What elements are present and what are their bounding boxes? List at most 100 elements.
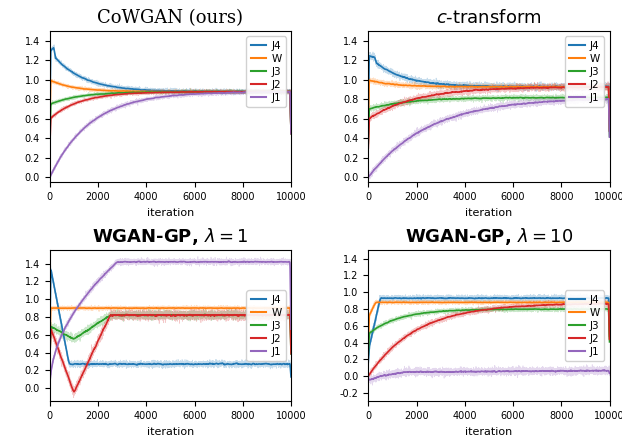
J2 — [374, 111, 382, 116]
J2 — [70, 389, 78, 394]
J2 — [592, 84, 600, 89]
J2 — [47, 116, 55, 121]
W — [60, 83, 68, 88]
J2 — [483, 87, 490, 92]
Line: J1: J1 — [368, 370, 610, 380]
W — [60, 306, 68, 311]
J2 — [56, 351, 63, 356]
J4 — [578, 295, 585, 300]
J4 — [93, 80, 101, 86]
W — [593, 300, 600, 305]
Line: J1: J1 — [50, 261, 291, 383]
J1 — [379, 158, 386, 163]
W — [366, 78, 373, 83]
J3 — [56, 328, 63, 334]
W — [93, 87, 101, 93]
J3 — [364, 140, 372, 146]
Line: W: W — [368, 80, 610, 131]
Line: J2: J2 — [50, 91, 291, 148]
Line: J3: J3 — [50, 91, 291, 141]
J2 — [60, 106, 68, 111]
J1 — [287, 326, 295, 332]
J4 — [46, 331, 53, 336]
J2 — [284, 89, 291, 94]
J4 — [483, 83, 490, 89]
J2 — [364, 373, 372, 378]
Line: W: W — [368, 302, 610, 346]
W — [56, 81, 63, 87]
Line: J4: J4 — [50, 270, 291, 377]
J2 — [606, 128, 613, 133]
J1 — [606, 371, 613, 376]
J4 — [412, 296, 419, 301]
J4 — [366, 54, 373, 59]
J1 — [56, 156, 63, 161]
J4 — [364, 114, 372, 119]
W — [379, 300, 386, 305]
J4 — [60, 63, 68, 69]
J4 — [593, 84, 600, 90]
J2 — [274, 89, 282, 95]
Title: CoWGAN (ours): CoWGAN (ours) — [98, 9, 243, 27]
W — [287, 344, 295, 350]
Legend: J4, W, J3, J2, J1: J4, W, J3, J2, J1 — [246, 37, 286, 107]
J4 — [593, 296, 600, 301]
J1 — [379, 373, 386, 379]
J3 — [364, 352, 372, 358]
W — [46, 346, 53, 351]
J2 — [364, 145, 372, 151]
J2 — [164, 313, 172, 318]
Line: J4: J4 — [368, 297, 610, 363]
X-axis label: iteration: iteration — [465, 427, 513, 437]
J3 — [379, 103, 386, 108]
W — [251, 305, 258, 310]
W — [379, 80, 386, 86]
J3 — [93, 321, 101, 326]
J4 — [287, 374, 295, 380]
J3 — [366, 106, 373, 112]
J1 — [364, 376, 372, 381]
J1 — [93, 116, 101, 121]
J4 — [47, 269, 55, 275]
W — [374, 300, 382, 305]
W — [364, 343, 372, 349]
J1 — [483, 106, 490, 112]
Line: J3: J3 — [50, 314, 291, 360]
Line: J4: J4 — [368, 56, 610, 131]
J2 — [606, 337, 613, 342]
J1 — [274, 259, 282, 264]
W — [412, 83, 419, 88]
W — [366, 313, 373, 318]
J1 — [164, 94, 172, 99]
J4 — [164, 362, 172, 367]
J1 — [46, 380, 53, 386]
W — [46, 126, 53, 132]
W — [56, 306, 63, 311]
J4 — [374, 305, 382, 310]
Legend: J4, W, J3, J2, J1: J4, W, J3, J2, J1 — [565, 37, 605, 107]
Legend: J4, W, J3, J2, J1: J4, W, J3, J2, J1 — [565, 290, 605, 361]
J3 — [287, 131, 295, 136]
W — [47, 306, 55, 311]
J2 — [366, 116, 373, 121]
J3 — [201, 312, 208, 317]
X-axis label: iteration: iteration — [147, 427, 194, 437]
J2 — [60, 363, 68, 368]
J4 — [164, 88, 172, 94]
J1 — [47, 371, 55, 376]
J2 — [56, 109, 63, 114]
W — [483, 300, 490, 305]
J3 — [93, 91, 101, 97]
J1 — [60, 327, 68, 332]
J1 — [274, 89, 282, 95]
J2 — [412, 96, 419, 101]
J2 — [593, 84, 600, 90]
W — [606, 336, 613, 341]
Line: J1: J1 — [368, 99, 610, 177]
J2 — [274, 313, 282, 318]
J2 — [593, 301, 600, 306]
J4 — [93, 361, 101, 367]
J4 — [60, 336, 68, 341]
J4 — [374, 62, 382, 67]
Line: J4: J4 — [50, 48, 291, 133]
